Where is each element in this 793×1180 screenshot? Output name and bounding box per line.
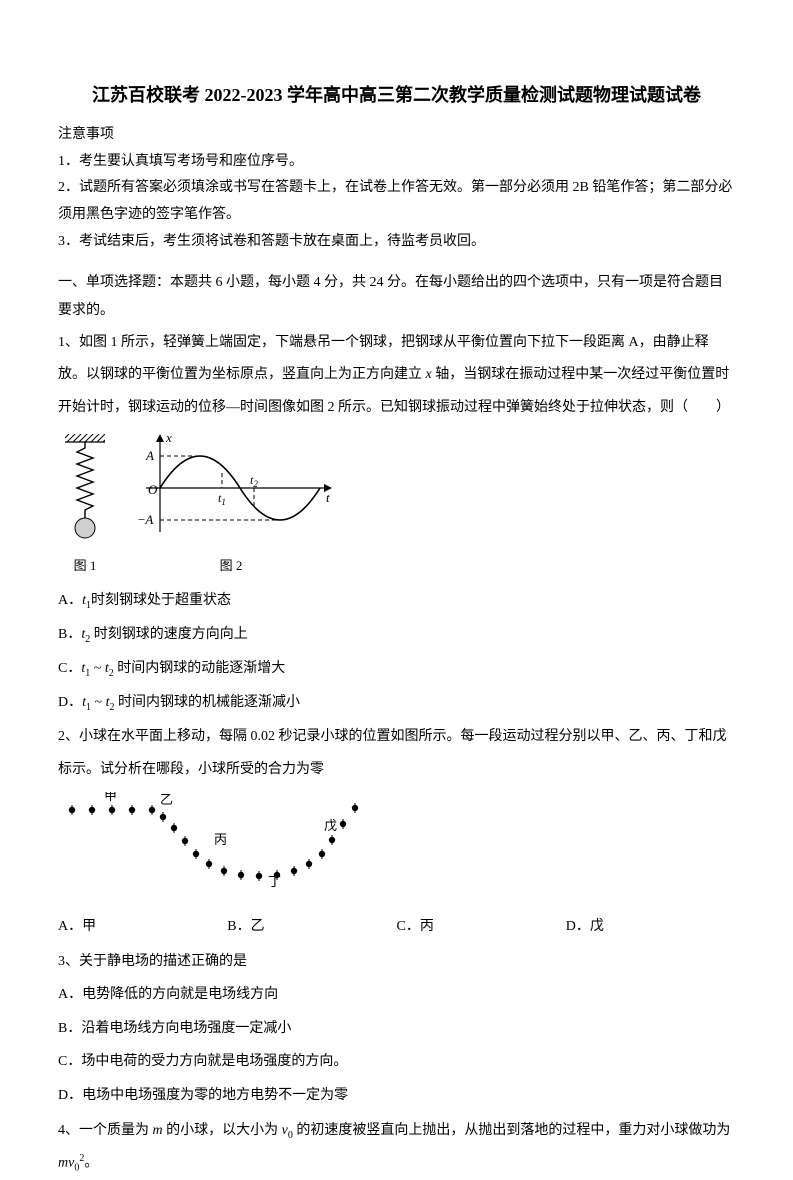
q1C-mid: ~ [90, 661, 105, 676]
q4-mid1: 的小球，以大小为 [163, 1123, 282, 1138]
notice-item-1: 1．考生要认真填写考场号和座位序号。 [58, 149, 735, 176]
q1B-pre: B． [58, 627, 81, 642]
q1-optC: C．t1 ~ t2 时间内钢球的动能逐渐增大 [58, 652, 735, 686]
q2-text: 2、小球在水平面上移动，每隔 0.02 秒记录小球的位置如图所示。每一段运动过程… [58, 721, 735, 785]
q4-text: 4、一个质量为 m 的小球，以大小为 v0 的初速度被竖直向上抛出，从抛出到落地… [58, 1115, 735, 1180]
fig1: 图 1 [58, 434, 112, 578]
svg-text:丙: 丙 [214, 832, 227, 847]
svg-text:戊: 戊 [324, 818, 337, 833]
q3-optA: A．电势降低的方向就是电场线方向 [58, 978, 735, 1012]
fig2: x t O A −A t1 t2 图 2 [126, 428, 336, 578]
q3-text: 3、关于静电场的描述正确的是 [58, 946, 735, 978]
A-label: A [145, 448, 154, 463]
q1D-mid: ~ [91, 695, 106, 710]
q2-optB: B．乙 [227, 910, 396, 944]
fig2-label: 图 2 [126, 554, 336, 579]
q1-figures: 图 1 x t O A −A t1 t2 图 2 [58, 428, 735, 578]
fig1-label: 图 1 [58, 554, 112, 579]
t2-label: t2 [250, 473, 258, 489]
q3-optC: C．场中电荷的受力方向就是电场强度的方向。 [58, 1045, 735, 1079]
dots-svg: 甲 乙丙丁 戊 [58, 792, 368, 892]
q1C-post: 时间内钢球的动能逐渐增大 [114, 661, 286, 676]
page-title: 江苏百校联考 2022-2023 学年高中高三第二次教学质量检测试题物理试题试卷 [58, 78, 735, 112]
notice-item-3: 3．考试结束后，考生须将试卷和答题卡放在桌面上，待监考员收回。 [58, 229, 735, 256]
q1D-post: 时间内钢球的机械能逐渐减小 [114, 695, 300, 710]
q1-optA: A．t1时刻钢球处于超重状态 [58, 584, 735, 618]
q4-m: m [153, 1123, 163, 1138]
q4-mid2: 的初速度被竖直向上抛出，从抛出到落地的过程中，重力对小球做功为 [293, 1123, 731, 1138]
q2-figure: 甲 乙丙丁 戊 [58, 792, 735, 903]
q1A-post: 时刻钢球处于超重状态 [91, 593, 231, 608]
q3-optB: B．沿着电场线方向电场强度一定减小 [58, 1012, 735, 1046]
q1B-post: 时刻钢球的速度方向向上 [90, 627, 248, 642]
q4-mv: mv [58, 1155, 74, 1170]
notice-item-2: 2．试题所有答案必须填涂或书写在答题卡上，在试卷上作答无效。第一部分必须用 2B… [58, 175, 735, 228]
q1C-pre: C． [58, 661, 81, 676]
q4-mvsub: 0 [74, 1162, 79, 1173]
section1-intro: 一、单项选择题：本题共 6 小题，每小题 4 分，共 24 分。在每小题给出的四… [58, 269, 735, 325]
q4-post: 。 [84, 1155, 98, 1170]
q4-pre: 4、一个质量为 [58, 1123, 153, 1138]
q2-optC: C．丙 [397, 910, 566, 944]
q1-text: 1、如图 1 所示，轻弹簧上端固定，下端悬吊一个钢球，把钢球从平衡位置向下拉下一… [58, 327, 735, 424]
q1A-pre: A． [58, 593, 82, 608]
svg-text:甲: 甲 [104, 792, 117, 803]
q2-optA: A．甲 [58, 910, 227, 944]
q1-optD: D．t1 ~ t2 时间内钢球的机械能逐渐减小 [58, 686, 735, 720]
q2-optD: D．戊 [566, 910, 735, 944]
t1-label: t1 [218, 491, 226, 507]
axis-x-label: t [326, 490, 330, 505]
q1-optB: B．t2 时刻钢球的速度方向向上 [58, 618, 735, 652]
q1D-pre: D． [58, 695, 82, 710]
notice-head: 注意事项 [58, 122, 735, 149]
axis-y-label: x [165, 430, 172, 445]
q2-opts: A．甲 B．乙 C．丙 D．戊 [58, 910, 735, 944]
sine-graph-svg: x t O A −A t1 t2 [126, 428, 336, 546]
spring-ball-svg [63, 434, 107, 546]
origin-label: O [148, 482, 158, 497]
negA-label: −A [138, 512, 153, 527]
svg-text:丁: 丁 [268, 874, 281, 889]
q3-optD: D．电场中电场强度为零的地方电势不一定为零 [58, 1079, 735, 1113]
svg-text:乙: 乙 [160, 792, 173, 807]
